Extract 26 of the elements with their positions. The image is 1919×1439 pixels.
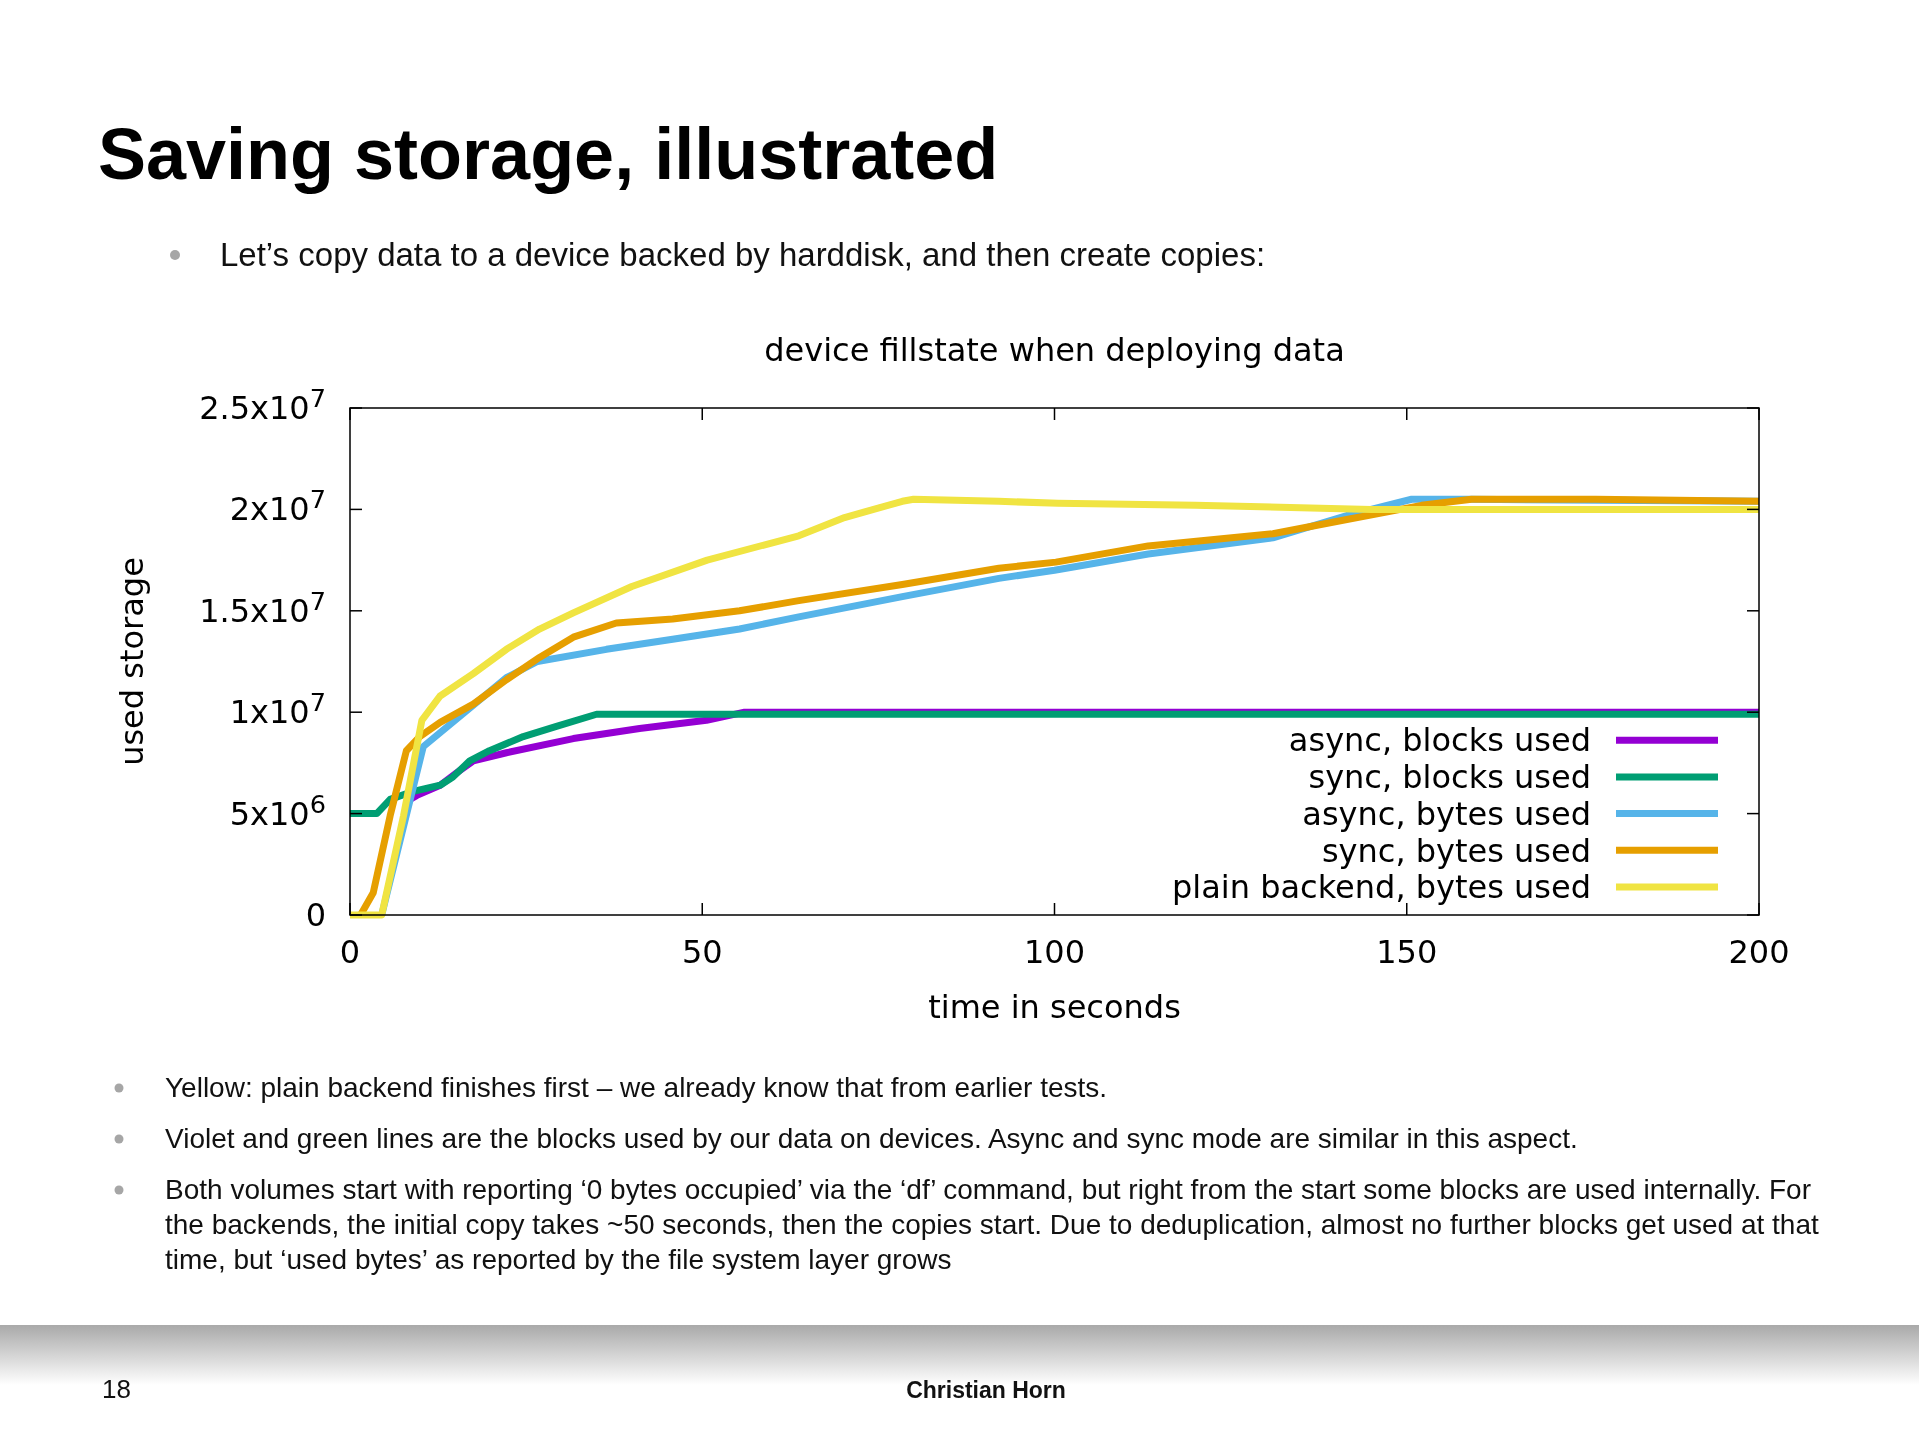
text: device fillstate when deploying data xyxy=(764,331,1345,369)
text: Yellow: plain backend finishes first – we already know that from earlier tests. xyxy=(165,1072,1108,1103)
legend-label: sync, blocks used xyxy=(1308,758,1591,797)
x-axis-title: time in seconds xyxy=(928,988,1181,1026)
x-tick-label: 100 xyxy=(1023,933,1086,971)
text: Christian Horn xyxy=(906,1377,1066,1403)
y-tick-label: 1x10$^{7}$ xyxy=(229,687,326,732)
text: Both volumes start with reporting ‘0 bytes occupied’ via the ‘df’ command, but right from the start some blocks are used internally. For the backends, the initial copy takes ~50 seconds, then the copies start. Due to deduplication, almost no further blocks get used at that time, but ‘used bytes’ as reported by the file system layer grows xyxy=(165,1174,1819,1275)
x-tick-label: 200 xyxy=(1728,933,1790,971)
x-tick-label: 150 xyxy=(1376,933,1438,971)
legend-label: sync, bytes used xyxy=(1321,831,1591,870)
text: 18 xyxy=(102,1374,131,1404)
y-tick-label: 2x10$^{7}$ xyxy=(229,484,326,529)
y-tick-label: 0 xyxy=(305,896,326,934)
x-tick-label: 0 xyxy=(339,933,361,971)
text: Violet and green lines are the blocks used by our data on devices. Async and sync mode are similar in this aspect. xyxy=(165,1123,1578,1154)
y-tick-label: 2.5x10$^{7}$ xyxy=(199,383,326,427)
legend-label: async, bytes used xyxy=(1302,794,1591,833)
x-tick-label: 50 xyxy=(681,933,723,971)
y-tick-label: 1.5x10$^{7}$ xyxy=(199,586,326,630)
legend-label: async, blocks used xyxy=(1288,721,1591,760)
y-axis-title: used storage xyxy=(113,557,151,766)
legend-label: plain backend, bytes used xyxy=(1172,868,1591,907)
chart-subtitle: Let’s copy data to a device backed by harddisk, and then create copies: xyxy=(220,236,1266,273)
y-tick-label: 5x10$^{6}$ xyxy=(229,788,326,833)
chart-title: Saving storage, illustrated xyxy=(98,114,999,194)
